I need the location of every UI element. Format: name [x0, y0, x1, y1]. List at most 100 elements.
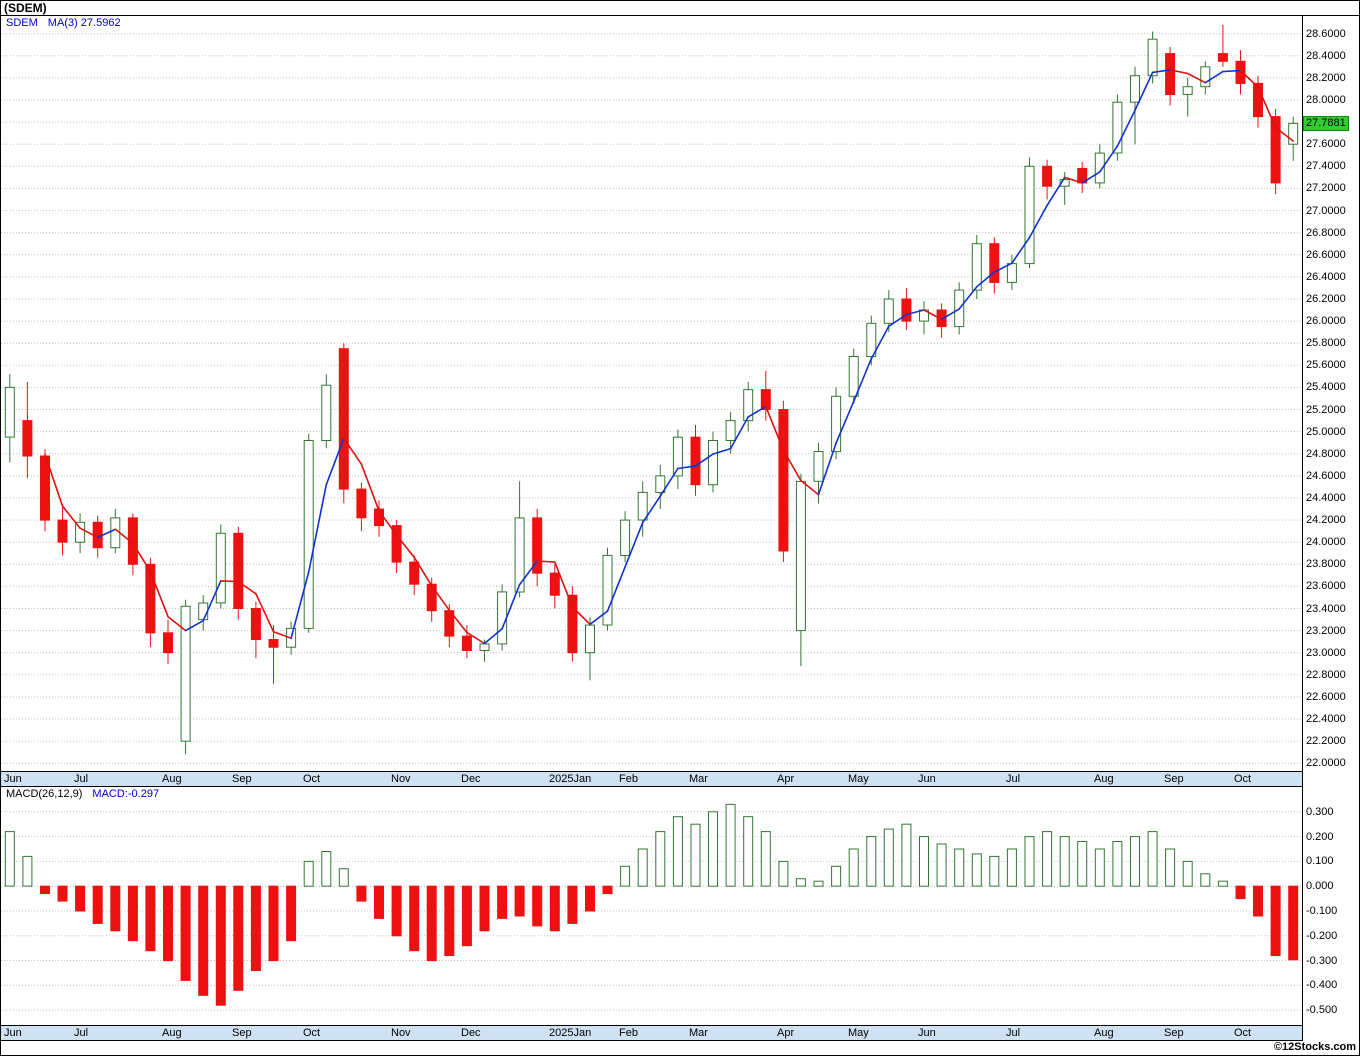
price-tick-label: 27.6000: [1306, 138, 1346, 150]
price-tick-label: 26.6000: [1306, 249, 1346, 261]
ma-line-segment: [1222, 69, 1242, 73]
candle-body: [180, 605, 191, 742]
price-tick-label: 25.6000: [1306, 359, 1346, 371]
ma-line-segment: [1204, 70, 1224, 84]
candle-body: [145, 563, 156, 634]
macd-bar-negative: [602, 885, 613, 895]
macd-bar-negative: [145, 885, 156, 952]
macd-bar-negative: [215, 885, 226, 1006]
candle-body: [901, 298, 912, 322]
macd-bar-negative: [1270, 885, 1281, 957]
candle-body: [75, 521, 86, 543]
macd-tick-label: 0.100: [1306, 855, 1334, 867]
price-tick-label: 24.4000: [1306, 492, 1346, 504]
ma-line-segment: [975, 271, 996, 288]
macd-tick-label: 0.300: [1306, 806, 1334, 818]
macd-bar-negative: [1235, 885, 1246, 900]
month-label: Jul: [1006, 1027, 1021, 1039]
price-tick-label: 28.4000: [1306, 50, 1346, 62]
macd-bar-positive: [655, 831, 666, 887]
price-tick-label: 23.2000: [1306, 625, 1346, 637]
ma-line-segment: [342, 437, 363, 465]
macd-bar-positive: [22, 855, 33, 887]
price-tick-label: 23.8000: [1306, 558, 1346, 570]
candle-body: [127, 517, 138, 565]
month-label: Aug: [162, 773, 182, 785]
candle-body: [1235, 60, 1246, 84]
price-tick-label: 24.6000: [1306, 470, 1346, 482]
ma-label: MA(3): [47, 17, 78, 29]
macd-tick-label: 0.200: [1306, 831, 1334, 843]
candle-body: [303, 440, 314, 629]
candle-body: [1147, 38, 1158, 77]
ma-line-segment: [729, 416, 750, 450]
ma-line-segment: [518, 560, 539, 586]
candle-body: [883, 298, 894, 324]
candle-body: [1253, 82, 1263, 118]
month-label: Sep: [232, 1027, 252, 1039]
macd-bar-positive: [831, 865, 842, 887]
footer-bar: ©12Stocks.com: [1, 1041, 1359, 1055]
ma-line-segment: [1046, 176, 1066, 207]
ma-line-segment: [61, 505, 81, 530]
macd-panel: MACD(26,12,9) MACD:-0.297 0.300 0.200 0.100…: [1, 787, 1359, 1025]
candle-body: [813, 451, 824, 482]
ma-line-segment: [114, 528, 134, 545]
candle-body: [848, 356, 859, 397]
ma-line-segment: [940, 308, 961, 321]
ma-line-segment: [501, 583, 521, 630]
ma-line-segment: [413, 556, 433, 587]
candle-body: [1112, 101, 1123, 154]
month-label: Oct: [1234, 773, 1252, 785]
price-axis: 28.600028.400028.200028.000027.800027.60…: [1303, 16, 1359, 771]
macd-bar-positive: [795, 878, 806, 887]
candle-body: [743, 389, 754, 422]
ma-line-segment: [1186, 72, 1207, 84]
candle-body: [1006, 263, 1017, 283]
ma-line-segment: [1099, 145, 1119, 173]
price-tick-label: 25.0000: [1306, 426, 1346, 438]
ma-line-segment: [44, 453, 64, 507]
price-tick-label: 24.2000: [1306, 514, 1346, 526]
candle-body: [936, 309, 947, 328]
macd-bar-positive: [725, 803, 736, 887]
symbol-label: SDEM: [6, 17, 38, 29]
macd-bar-negative: [57, 885, 68, 902]
macd-tick-label: -0.100: [1306, 905, 1338, 917]
ma-line-segment: [237, 580, 257, 595]
month-label: Oct: [303, 773, 321, 785]
macd-bar-negative: [479, 885, 490, 932]
month-label: 2025Jan: [549, 1027, 592, 1039]
price-tick-label: 27.2000: [1306, 182, 1346, 194]
ma-line-segment: [430, 584, 451, 612]
ma-line-segment: [606, 566, 626, 612]
ma-line-segment: [835, 400, 855, 444]
macd-bar-positive: [4, 831, 15, 887]
ma-line-segment: [290, 571, 310, 640]
candle-body: [1182, 86, 1193, 95]
macd-legend: MACD(26,12,9) MACD:-0.297: [6, 788, 159, 800]
candle-body: [4, 386, 15, 438]
candle-body: [233, 532, 244, 609]
candle-body: [708, 440, 718, 486]
ma-line-segment: [149, 570, 169, 618]
ma-line-segment: [96, 528, 117, 539]
ma-line-segment: [1257, 86, 1277, 129]
ma-line-segment: [307, 483, 328, 573]
macd-bar-positive: [672, 816, 683, 887]
month-label: Aug: [1094, 1027, 1114, 1039]
month-label: Oct: [1234, 1027, 1252, 1039]
price-tick-label: 23.6000: [1306, 580, 1346, 592]
macd-bar-positive: [901, 823, 912, 887]
macd-bar-positive: [1059, 836, 1070, 887]
month-label: Nov: [391, 773, 411, 785]
candle-body: [1217, 53, 1228, 62]
main-chart-svg: [1, 24, 1302, 764]
ma-line-segment: [1011, 236, 1031, 264]
macd-bar-positive: [1112, 841, 1123, 887]
ma-line-segment: [395, 534, 416, 559]
month-label: Jun: [4, 773, 22, 785]
macd-tick-label: -0.500: [1306, 1004, 1338, 1016]
price-tick-label: 27.0000: [1306, 205, 1346, 217]
ma-line-segment: [1274, 126, 1294, 142]
